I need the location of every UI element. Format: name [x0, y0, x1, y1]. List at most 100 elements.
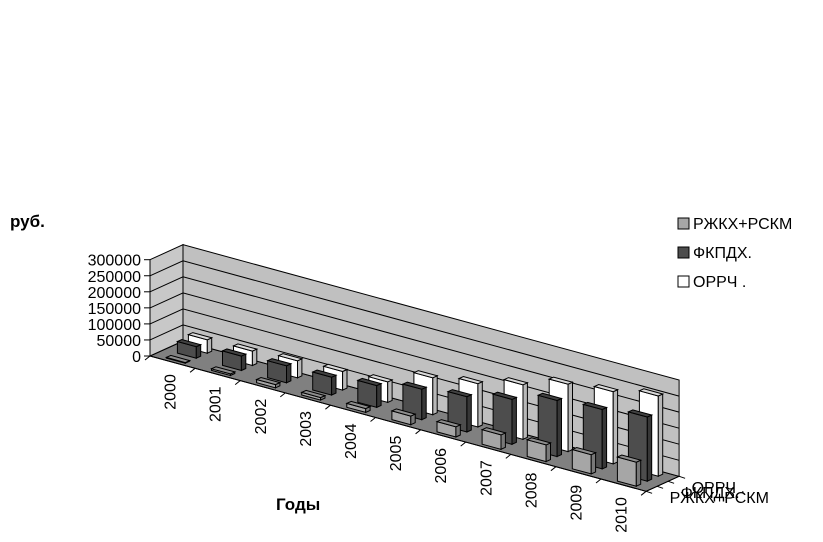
bar-top	[626, 409, 654, 418]
bar-side	[421, 386, 427, 421]
bar-top	[255, 376, 282, 386]
bar	[390, 408, 417, 426]
legend-swatch	[677, 275, 690, 288]
bar-top	[322, 363, 349, 373]
bar-side	[635, 459, 642, 487]
bar-top	[401, 381, 428, 390]
y-tick-label: 150000	[88, 301, 141, 318]
bar-side	[545, 442, 551, 463]
legend-swatch	[677, 217, 690, 230]
bars	[164, 332, 665, 487]
x-tick-mark	[505, 454, 512, 459]
y-tick-label: 200000	[88, 285, 141, 302]
bar-top	[186, 332, 214, 341]
bar-side	[601, 406, 608, 470]
x-tick-mark	[234, 380, 241, 385]
bar-top	[502, 377, 529, 386]
bar	[570, 446, 598, 475]
x-tick-mark	[144, 355, 151, 361]
series-tick-mark	[656, 485, 664, 489]
bar-top	[570, 446, 598, 456]
bar-side	[657, 393, 664, 477]
x-tick-label: 2005	[388, 436, 405, 472]
bar-top	[480, 427, 507, 436]
series-axis-label: ОРРЧ .	[692, 480, 745, 497]
bar-side	[342, 368, 348, 391]
bar-top	[536, 392, 563, 402]
x-tick-mark	[550, 466, 557, 472]
bar	[311, 369, 338, 396]
bar	[401, 381, 428, 421]
bar-side	[567, 381, 573, 453]
bar	[175, 338, 203, 359]
legend-label: ОРРЧ .	[693, 274, 746, 291]
legend-label: ФКПДХ.	[693, 245, 752, 262]
bar-side	[590, 451, 597, 475]
bar-side	[477, 380, 483, 428]
x-tick-mark	[189, 367, 196, 373]
y-tick-label: 300000	[88, 253, 141, 270]
bar-top	[367, 374, 394, 383]
y-tick-label: 100000	[88, 317, 141, 334]
x-axis-title: Годы	[276, 495, 320, 514]
bar-side	[522, 382, 528, 441]
x-tick-label: 2001	[208, 386, 225, 422]
bar-top	[345, 400, 372, 410]
bar-top	[637, 388, 665, 397]
bar-top	[164, 354, 192, 364]
bar-top	[356, 377, 383, 387]
bar-top	[311, 369, 338, 378]
bar-side	[286, 363, 292, 384]
bar-side	[240, 353, 247, 372]
bar	[345, 400, 372, 414]
x-tick-label: 2002	[253, 399, 270, 435]
bar	[615, 454, 643, 487]
bar-top	[175, 338, 203, 348]
bar-top	[592, 383, 620, 393]
bar-side	[612, 388, 619, 465]
x-tick-label: 2010	[614, 497, 631, 533]
bar-side	[646, 414, 653, 482]
bar-side	[556, 397, 562, 458]
x-tick-label: 2003	[298, 411, 315, 447]
bar-top	[435, 419, 462, 428]
x-axis-line	[149, 355, 647, 492]
bar-side	[251, 348, 258, 367]
bar-side	[206, 337, 213, 354]
x-tick-label: 2000	[163, 374, 180, 410]
bar-top	[210, 366, 237, 375]
bar-top	[457, 375, 484, 385]
bar-top	[547, 376, 574, 385]
x-tick-mark	[325, 404, 331, 410]
bar-top	[581, 401, 609, 411]
x-tick-mark	[370, 417, 376, 422]
bar-side	[432, 375, 438, 416]
series-axis-label: РЖКХ+РСКМ	[670, 490, 769, 507]
series-tick-mark	[678, 475, 686, 479]
bar	[480, 427, 507, 451]
bar-top	[232, 343, 259, 352]
x-tick-label: 2006	[433, 448, 450, 484]
x-tick-mark	[415, 429, 421, 435]
bar-side	[376, 382, 382, 409]
bar	[300, 389, 327, 401]
bar-top	[491, 391, 518, 400]
bar	[435, 419, 462, 438]
x-tick-label: 2007	[478, 460, 495, 496]
bar	[210, 366, 237, 377]
bar-top	[525, 437, 552, 446]
bar	[525, 437, 552, 463]
legend-label: РЖКХ+РСКМ	[693, 216, 792, 233]
bar-side	[297, 358, 303, 379]
x-axis: 2000 2001 2002 2003 2004 2005 2006 2007 2008 2009…	[144, 355, 647, 533]
bar-top	[266, 358, 293, 367]
x-tick-mark	[640, 490, 647, 496]
series-axis-label: ФКПДХ.	[681, 485, 740, 502]
x-tick-mark	[279, 392, 286, 398]
bar	[255, 376, 282, 389]
x-tick-label: 2004	[343, 423, 360, 459]
bar-top	[615, 454, 643, 463]
bar	[266, 358, 293, 384]
